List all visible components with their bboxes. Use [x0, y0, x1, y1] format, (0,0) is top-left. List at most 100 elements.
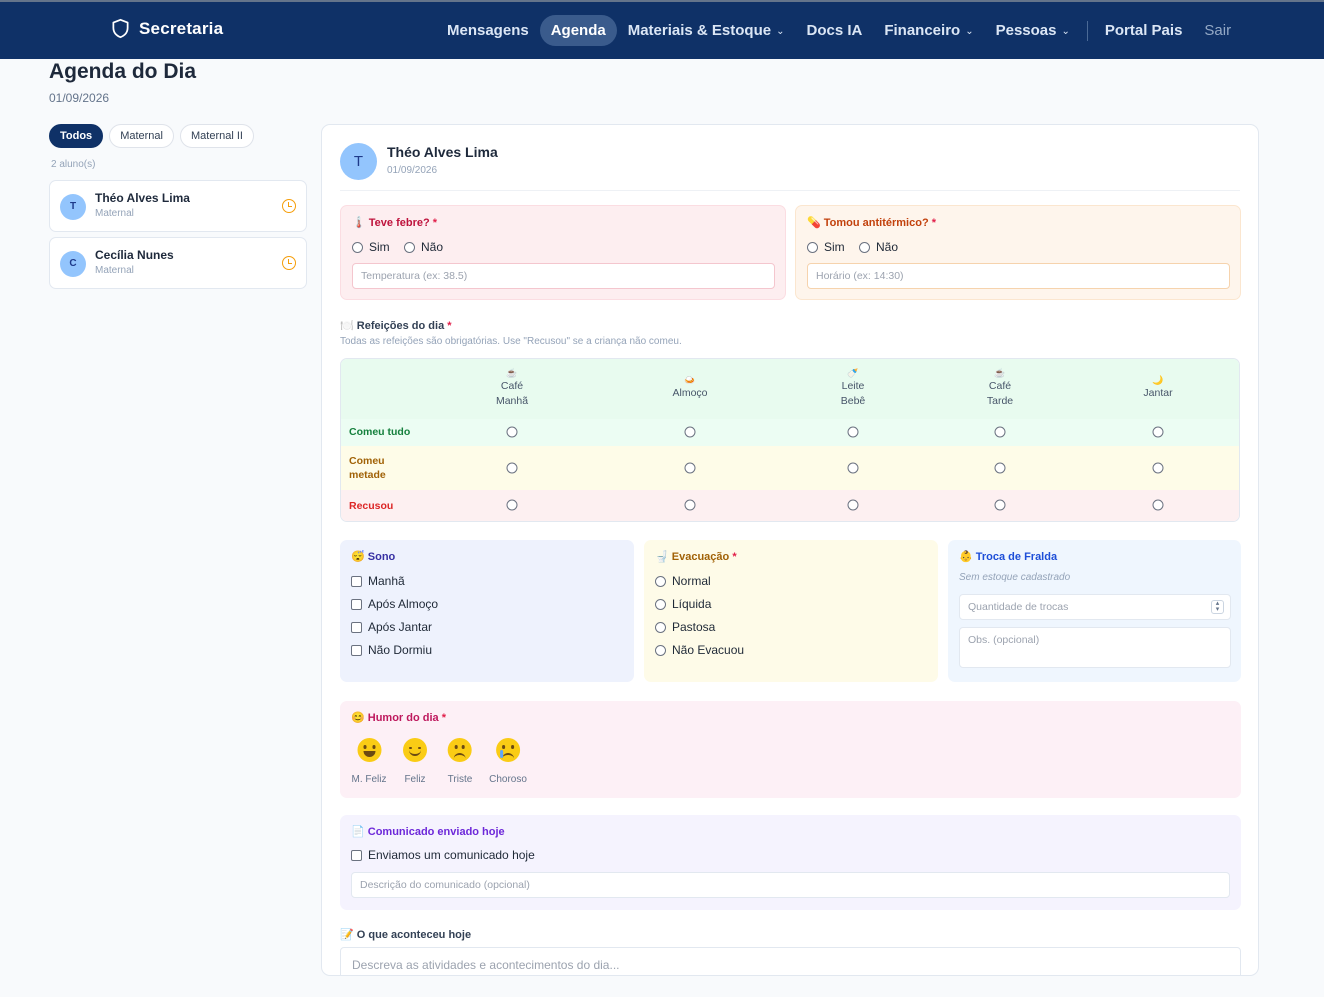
document-icon: 📄 [351, 826, 365, 838]
form-student-name: Théo Alves Lima [387, 144, 498, 160]
antipyretic-no-option[interactable]: Não [859, 240, 898, 254]
baby-bottle-icon: 🍼 [847, 368, 859, 378]
shield-icon [112, 18, 129, 39]
radio[interactable] [404, 241, 415, 253]
required-mark: * [441, 712, 446, 724]
nav-item-docs-ia[interactable]: Docs IA [795, 15, 873, 46]
chevron-down-icon: ⌄ [1061, 26, 1070, 37]
sleep-option[interactable]: Não Dormiu [351, 643, 432, 657]
baby-icon: 👶 [959, 551, 973, 563]
meal-radio[interactable] [1152, 462, 1164, 474]
sleep-option[interactable]: Após Almoço [351, 597, 438, 611]
fever-no-option[interactable]: Não [404, 240, 443, 254]
meal-radio[interactable] [994, 426, 1006, 438]
form-date: 01/09/2026 [387, 165, 438, 176]
brand[interactable]: Secretaria [111, 18, 223, 39]
page-title: Agenda do Dia [49, 60, 197, 83]
checkbox[interactable] [351, 598, 362, 610]
mood-option-crying[interactable]: Choroso [489, 738, 527, 785]
meal-radio[interactable] [506, 462, 518, 474]
radio[interactable] [655, 598, 666, 610]
notice-description-input[interactable]: Descrição do comunicado (opcional) [351, 872, 1230, 898]
meals-label: 🍽️ Refeições do dia * [340, 319, 452, 332]
temperature-input[interactable]: Temperatura (ex: 38.5) [352, 263, 775, 289]
checkbox[interactable] [351, 575, 362, 587]
option-label: Após Almoço [368, 597, 439, 611]
student-card[interactable]: C Cecília Nunes Maternal [49, 237, 307, 289]
evacuation-option[interactable]: Líquida [655, 597, 711, 611]
chevron-down-icon: ⌄ [776, 26, 785, 37]
meal-radio[interactable] [994, 462, 1006, 474]
checkbox[interactable] [351, 849, 362, 861]
grinning-face-icon [357, 738, 381, 762]
nav-label: Agenda [550, 22, 606, 39]
meal-col-label: Café [988, 380, 1012, 392]
meal-radio[interactable] [506, 426, 518, 438]
meal-col-cafe-tarde: ☕ Café Tarde [987, 368, 1013, 409]
sleep-label-text: Sono [367, 551, 396, 563]
option-label: Sim [369, 240, 390, 254]
page-date: 01/09/2026 [49, 91, 110, 105]
evacuation-option[interactable]: Pastosa [655, 620, 715, 634]
mood-section: 😊 Humor do dia * M. Feliz Feliz Triste C… [340, 701, 1241, 798]
meals-hint: Todas as refeições são obrigatórias. Use… [340, 336, 682, 347]
mood-option-happy[interactable]: Feliz [403, 738, 427, 785]
time-input[interactable]: Horário (ex: 14:30) [807, 263, 1230, 289]
checkbox[interactable] [351, 644, 362, 656]
radio[interactable] [352, 241, 363, 253]
mood-option-sad[interactable]: Triste [448, 738, 472, 785]
evacuation-option[interactable]: Não Evacuou [655, 643, 744, 657]
meal-radio[interactable] [684, 426, 696, 438]
sleep-option[interactable]: Após Jantar [351, 620, 432, 634]
student-card[interactable]: T Théo Alves Lima Maternal [49, 180, 307, 232]
nav-item-mensagens[interactable]: Mensagens [436, 15, 540, 46]
filter-maternal-ii[interactable]: Maternal II [179, 124, 254, 148]
sleeping-face-icon: 😴 [351, 551, 365, 563]
meal-radio[interactable] [847, 462, 859, 474]
nav-item-financeiro[interactable]: Financeiro ⌄ [873, 15, 984, 46]
filter-maternal[interactable]: Maternal [109, 124, 174, 148]
checkbox[interactable] [351, 621, 362, 633]
fever-yes-option[interactable]: Sim [352, 240, 390, 254]
diaper-obs-textarea[interactable]: Obs. (opcional) [959, 627, 1231, 668]
notice-sent-option[interactable]: Enviamos um comunicado hoje [351, 848, 535, 862]
meal-radio[interactable] [1152, 426, 1164, 438]
option-label: Normal [672, 574, 711, 588]
number-spinner-icon[interactable]: ▴ ▾ [1211, 600, 1224, 614]
notice-label-text: Comunicado enviado hoje [367, 826, 505, 838]
meal-radio[interactable] [847, 499, 859, 511]
meal-radio[interactable] [994, 499, 1006, 511]
radio[interactable] [859, 241, 870, 253]
radio[interactable] [655, 621, 666, 633]
nav-label: Portal Pais [1104, 22, 1183, 39]
radio[interactable] [655, 644, 666, 656]
row-label: Comeu tudo [349, 425, 410, 439]
happened-textarea[interactable]: Descreva as atividades e acontecimentos … [340, 947, 1241, 975]
sleep-option[interactable]: Manhã [351, 574, 405, 588]
top-border [0, 0, 1324, 2]
diaper-quantity-input[interactable]: Quantidade de trocas ▴ ▾ [959, 594, 1231, 620]
meal-radio[interactable] [847, 426, 859, 438]
meal-radio[interactable] [506, 499, 518, 511]
thermometer-icon: 🌡️ [352, 217, 366, 229]
class-filters: Todos Maternal Maternal II [49, 124, 254, 148]
nav-label: Sair [1204, 22, 1232, 39]
nav-item-pessoas[interactable]: Pessoas ⌄ [985, 15, 1081, 46]
meal-radio[interactable] [684, 499, 696, 511]
daily-form-card: T Théo Alves Lima 01/09/2026 🌡️ Teve feb… [321, 124, 1259, 976]
meal-radio[interactable] [684, 462, 696, 474]
nav-item-portal-pais[interactable]: Portal Pais [1094, 15, 1194, 46]
nav-label: Financeiro [884, 22, 961, 39]
meal-radio[interactable] [1152, 499, 1164, 511]
radio[interactable] [807, 241, 818, 253]
nav-item-agenda[interactable]: Agenda [539, 15, 617, 46]
evacuation-option[interactable]: Normal [655, 574, 711, 588]
nav-item-sair[interactable]: Sair [1193, 15, 1242, 46]
avatar: T [340, 143, 377, 180]
fever-section: 🌡️ Teve febre? * Sim Não Temperatura (ex… [340, 205, 786, 300]
nav-item-materiais[interactable]: Materiais & Estoque ⌄ [617, 15, 796, 46]
mood-option-very-happy[interactable]: M. Feliz [352, 738, 387, 785]
filter-todos[interactable]: Todos [49, 124, 104, 148]
antipyretic-yes-option[interactable]: Sim [807, 240, 845, 254]
radio[interactable] [655, 575, 666, 587]
